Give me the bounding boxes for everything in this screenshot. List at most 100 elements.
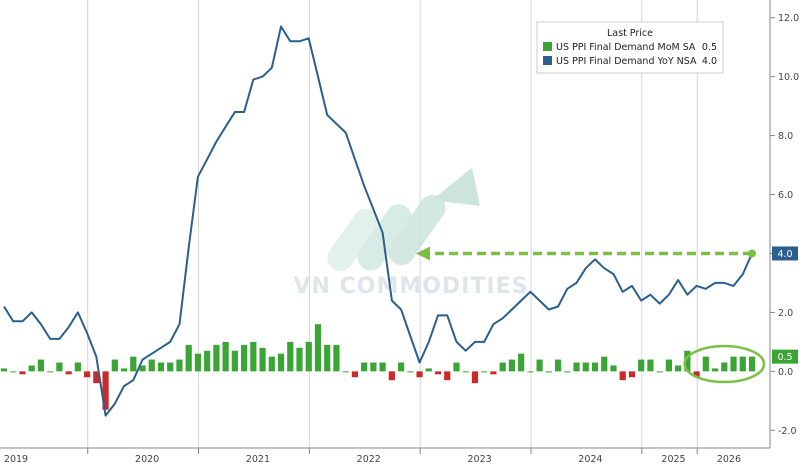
watermark-logo-icon	[327, 168, 480, 272]
mom-bar	[564, 371, 571, 373]
x-tick-label: 2026	[717, 454, 741, 465]
mom-bar	[194, 353, 202, 372]
mom-bar	[250, 341, 257, 372]
mom-bar	[675, 365, 682, 372]
x-tick-label: 2025	[661, 454, 685, 465]
mom-bars	[0, 324, 756, 410]
legend-value-yoy: 4.0	[702, 56, 717, 67]
mom-bar	[582, 362, 589, 372]
x-tick-label: 2022	[357, 454, 381, 465]
mom-bar	[684, 350, 691, 372]
x-tick-label: 2019	[4, 454, 28, 465]
last-value-tag	[772, 349, 798, 364]
mom-bar	[84, 371, 91, 378]
mom-bar	[314, 324, 322, 372]
mom-bar	[268, 356, 275, 372]
mom-bar	[508, 359, 516, 372]
mom-bar	[120, 368, 128, 372]
mom-bar	[388, 371, 395, 381]
mom-bar	[213, 344, 220, 372]
mom-bar	[37, 359, 45, 372]
mom-bar	[185, 344, 192, 372]
last-value-tag	[772, 246, 798, 261]
mom-bar	[730, 356, 737, 372]
legend-box	[536, 21, 724, 74]
mom-bar	[287, 341, 294, 372]
x-tick-label: 2020	[135, 454, 159, 465]
mom-bar	[434, 371, 442, 375]
legend-title: Last Price	[607, 28, 653, 39]
mom-bar	[554, 359, 562, 372]
mom-bar	[102, 371, 109, 410]
dashed-arrow-end-dot	[748, 249, 756, 258]
y-axis: -2.00.02.04.06.08.010.012.04.00.5	[769, 0, 799, 448]
mom-bar	[416, 371, 423, 378]
mom-bar	[370, 362, 377, 372]
mom-bar	[462, 371, 469, 373]
x-axis: 2019 2020 2021 2022 2023 2024 2025 2026	[0, 447, 770, 465]
mom-bar	[176, 359, 183, 372]
mom-bar	[619, 371, 626, 381]
mom-bar	[74, 362, 81, 372]
mom-bar	[601, 356, 608, 372]
y-tick-label: 2.0	[778, 308, 793, 319]
mom-bar	[665, 359, 672, 372]
mom-bar	[361, 362, 368, 372]
mom-bar	[305, 341, 312, 372]
mom-bar	[721, 362, 728, 372]
mom-bar	[231, 350, 238, 372]
mom-bar	[28, 365, 35, 372]
last-value-tag-label: 0.5	[777, 352, 792, 363]
y-tick-label: 12.0	[778, 13, 799, 24]
grid-layer	[87, 0, 698, 448]
mom-bar	[444, 371, 451, 381]
x-tick-label: 2024	[578, 454, 602, 465]
latest-mom-ellipse	[683, 344, 766, 384]
yoy-line	[3, 25, 753, 417]
mom-bar	[93, 371, 100, 384]
legend: Last Price US PPI Final Demand MoM SA 0.…	[536, 21, 724, 74]
mom-bar	[222, 341, 229, 372]
mom-bar	[407, 371, 414, 373]
y-tick-label: 6.0	[778, 190, 793, 201]
mom-bar	[19, 371, 26, 375]
mom-bar	[148, 359, 155, 372]
mom-bar	[638, 359, 645, 372]
mom-bar	[748, 356, 756, 372]
mom-bar	[425, 368, 432, 372]
x-tick-label: 2023	[467, 454, 491, 465]
mom-bar	[702, 356, 709, 372]
mom-bar	[240, 344, 248, 372]
mom-bar	[656, 371, 663, 373]
mom-bar	[259, 347, 266, 372]
legend-label-yoy: US PPI Final Demand YoY NSA	[556, 56, 697, 67]
mom-bar	[397, 362, 405, 372]
watermark-text: VN COMMODITIES	[294, 274, 529, 299]
mom-bar	[0, 368, 8, 372]
y-tick-label: 10.0	[778, 72, 799, 83]
mom-bar	[204, 350, 211, 372]
mom-bar	[527, 371, 534, 373]
x-tick-label: 2021	[246, 454, 270, 465]
mom-bar	[351, 371, 359, 378]
mom-bar	[647, 359, 654, 372]
mom-bar	[628, 371, 636, 378]
mom-bar	[333, 344, 340, 372]
mom-bar	[111, 359, 118, 372]
mom-bar	[139, 365, 146, 372]
mom-bar	[56, 362, 63, 372]
mom-bar	[130, 356, 137, 372]
mom-bar	[157, 362, 165, 372]
mom-bar	[277, 353, 285, 372]
y-tick-label: 8.0	[778, 131, 793, 142]
annotations	[416, 246, 766, 384]
mom-bar	[545, 371, 552, 373]
y-tick-label: -2.0	[778, 426, 797, 437]
mom-bar	[379, 362, 386, 372]
dashed-arrow-head	[416, 246, 430, 261]
mom-bar	[481, 371, 488, 373]
mom-bar	[518, 353, 525, 372]
watermark: VN COMMODITIES	[294, 168, 529, 299]
yoy-line-layer	[3, 25, 753, 417]
